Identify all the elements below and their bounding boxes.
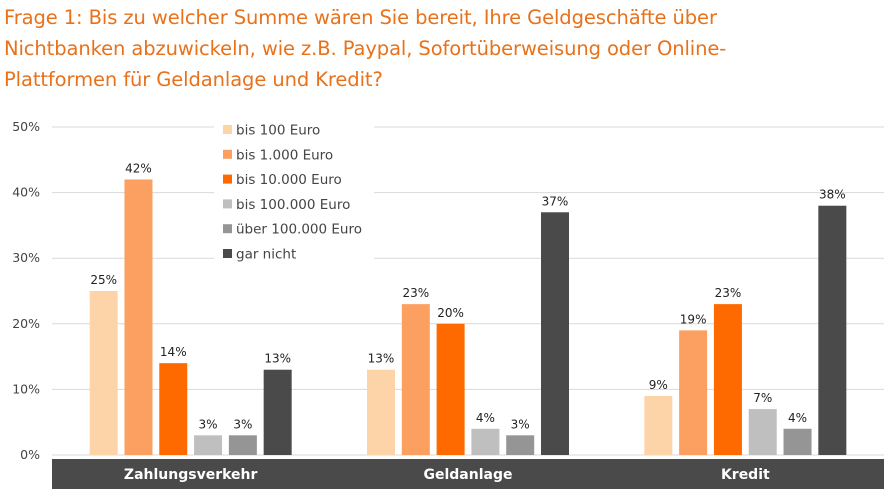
data-label: 37% [542, 194, 569, 208]
data-label: 25% [90, 273, 117, 287]
title-line-1: Frage 1: Bis zu welcher Summe wären Sie … [4, 6, 717, 29]
data-label: 7% [753, 391, 772, 405]
bar [367, 369, 395, 455]
chart-title: Frage 1: Bis zu welcher Summe wären Sie … [4, 2, 884, 95]
legend-label: über 100.000 Euro [236, 222, 362, 238]
category-label: Kredit [721, 467, 770, 483]
legend-label: gar nicht [236, 247, 296, 263]
legend-swatch [223, 174, 232, 184]
legend-label: bis 1.000 Euro [236, 147, 333, 163]
bar [679, 330, 708, 455]
data-label: 23% [715, 286, 742, 300]
gridlines [52, 126, 884, 456]
bar [783, 428, 812, 455]
legend-swatch [223, 149, 232, 159]
bars: 25% 42% 14% 3% 3% 13% 13% 23% 20% 4% 3% 37% 9% 19% 23%… [89, 161, 847, 456]
category-label: Zahlungsverkehr [124, 467, 258, 483]
y-tick-label: 50% [12, 119, 40, 134]
y-tick-label: 20% [12, 316, 40, 331]
data-label: 9% [649, 378, 668, 392]
bar [436, 323, 465, 455]
y-tick-label: 30% [12, 250, 40, 265]
legend-label: bis 100.000 Euro [236, 197, 350, 213]
data-label: 3% [199, 417, 218, 431]
legend-swatch [223, 249, 232, 258]
data-label: 4% [476, 411, 495, 425]
legend-swatch [223, 125, 232, 134]
bar [471, 428, 500, 455]
y-axis: 0% 10% 20% 30% 40% 50% [12, 119, 40, 462]
data-label: 13% [368, 352, 395, 366]
legend-background [214, 118, 374, 268]
data-label: 23% [402, 286, 429, 300]
category-label: Geldanlage [424, 467, 513, 483]
legend-swatch [223, 199, 232, 209]
data-label: 14% [160, 345, 187, 359]
bar [89, 291, 118, 455]
y-tick-label: 10% [12, 381, 40, 396]
data-label: 42% [125, 161, 152, 175]
bar [748, 409, 777, 455]
data-label: 19% [680, 312, 707, 326]
data-label: 3% [511, 417, 530, 431]
title-line-2: Nichtbanken abzuwickeln, wie z.B. Paypal… [4, 37, 727, 60]
y-tick-label: 0% [20, 447, 40, 462]
bar [818, 205, 847, 455]
bar [228, 435, 257, 455]
legend-swatch [223, 224, 232, 234]
legend-label: bis 10.000 Euro [236, 172, 342, 188]
title-line-3: Plattformen für Geldanlage und Kredit? [4, 68, 383, 91]
bar [541, 212, 569, 455]
data-label: 4% [788, 411, 807, 425]
bar [159, 363, 188, 455]
bar [644, 395, 673, 455]
data-label: 13% [264, 352, 291, 366]
category-band [52, 459, 884, 489]
bar [713, 304, 742, 455]
legend-label: bis 100 Euro [236, 123, 320, 139]
bar [263, 369, 292, 455]
bar [124, 179, 153, 456]
bar [194, 435, 223, 455]
data-label: 3% [233, 417, 252, 431]
data-label: 20% [437, 306, 464, 320]
y-tick-label: 40% [12, 185, 40, 200]
data-label: 38% [819, 188, 846, 202]
category-labels: Zahlungsverkehr Geldanlage Kredit [124, 467, 770, 483]
bar [506, 435, 535, 455]
bar [401, 304, 430, 455]
legend: bis 100 Euro bis 1.000 Euro bis 10.000 Eur… [214, 118, 374, 268]
